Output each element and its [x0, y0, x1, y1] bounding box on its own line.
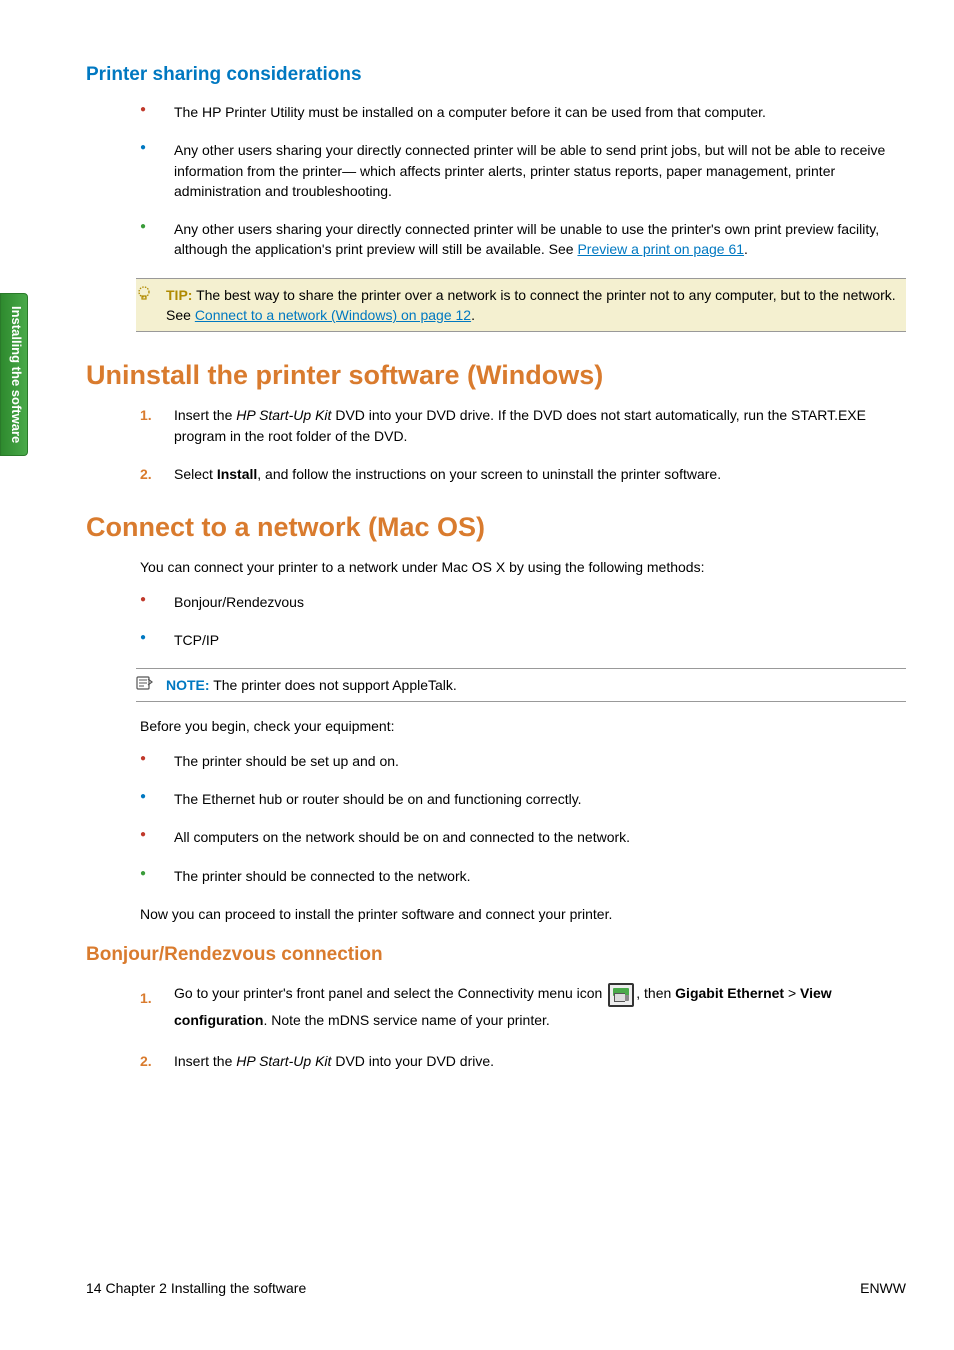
list-item: TCP/IP: [140, 630, 906, 650]
text: DVD into your DVD drive.: [331, 1053, 494, 1069]
footer-right: ENWW: [860, 1280, 906, 1296]
text: , and follow the instructions on your sc…: [257, 466, 721, 482]
text-bold: Install: [217, 466, 257, 482]
text-italic: HP Start-Up Kit: [236, 1053, 331, 1069]
text-bold: Gigabit Ethernet: [675, 985, 784, 1001]
text: .: [744, 241, 748, 257]
list-item: All computers on the network should be o…: [140, 827, 906, 847]
step-number: 1.: [140, 985, 152, 1012]
text: , then: [636, 985, 675, 1001]
link-connect-network-win[interactable]: Connect to a network (Windows) on page 1…: [195, 307, 471, 323]
heading-uninstall: Uninstall the printer software (Windows): [86, 360, 906, 391]
connectivity-icon: [608, 983, 634, 1007]
list-item: 2. Insert the HP Start-Up Kit DVD into y…: [140, 1051, 906, 1071]
page-content: Printer sharing considerations The HP Pr…: [86, 64, 906, 1090]
equipment-bullets: The printer should be set up and on. The…: [140, 751, 906, 886]
step-number: 2.: [140, 1051, 152, 1071]
text: Go to your printer's front panel and sel…: [174, 985, 606, 1001]
list-item: The HP Printer Utility must be installed…: [140, 102, 906, 122]
step-number: 2.: [140, 464, 152, 484]
note-callout: NOTE: The printer does not support Apple…: [136, 668, 906, 702]
list-item: 1. Insert the HP Start-Up Kit DVD into y…: [140, 405, 906, 446]
text: >: [784, 985, 800, 1001]
heading-connect-mac: Connect to a network (Mac OS): [86, 512, 906, 543]
list-item: The printer should be connected to the n…: [140, 866, 906, 886]
list-item: Any other users sharing your directly co…: [140, 219, 906, 260]
heading-printer-sharing: Printer sharing considerations: [86, 64, 906, 86]
text: .: [471, 307, 475, 323]
paragraph: You can connect your printer to a networ…: [140, 557, 906, 577]
text: Select: [174, 466, 217, 482]
text: Any other users sharing your directly co…: [174, 221, 879, 257]
mac-methods: Bonjour/Rendezvous TCP/IP: [140, 592, 906, 651]
paragraph: Before you begin, check your equipment:: [140, 716, 906, 736]
page-number: 14: [86, 1280, 102, 1296]
text: The printer does not support AppleTalk.: [210, 677, 457, 693]
footer-left: 14 Chapter 2 Installing the software: [86, 1280, 306, 1296]
list-item: 2. Select Install, and follow the instru…: [140, 464, 906, 484]
page-footer: 14 Chapter 2 Installing the software ENW…: [86, 1280, 906, 1296]
tip-icon: [136, 285, 152, 310]
sharing-bullets: The HP Printer Utility must be installed…: [140, 102, 906, 260]
tip-label: TIP:: [166, 287, 192, 303]
step-number: 1.: [140, 405, 152, 425]
link-preview-print[interactable]: Preview a print on page 61: [577, 241, 744, 257]
text: Insert the: [174, 407, 236, 423]
list-item: The printer should be set up and on.: [140, 751, 906, 771]
footer-text: Chapter 2 Installing the software: [102, 1280, 307, 1296]
list-item: Bonjour/Rendezvous: [140, 592, 906, 612]
text: Insert the: [174, 1053, 236, 1069]
text: . Note the mDNS service name of your pri…: [263, 1012, 549, 1028]
side-tab: Installing the software: [0, 293, 28, 456]
note-icon: [136, 675, 154, 698]
list-item: 1. Go to your printer's front panel and …: [140, 980, 906, 1033]
uninstall-steps: 1. Insert the HP Start-Up Kit DVD into y…: [140, 405, 906, 484]
tip-callout: TIP: The best way to share the printer o…: [136, 278, 906, 333]
heading-bonjour: Bonjour/Rendezvous connection: [86, 944, 906, 966]
paragraph: Now you can proceed to install the print…: [140, 904, 906, 924]
text-italic: HP Start-Up Kit: [236, 407, 331, 423]
note-label: NOTE:: [166, 677, 210, 693]
list-item: Any other users sharing your directly co…: [140, 140, 906, 201]
list-item: The Ethernet hub or router should be on …: [140, 789, 906, 809]
bonjour-steps: 1. Go to your printer's front panel and …: [140, 980, 906, 1071]
